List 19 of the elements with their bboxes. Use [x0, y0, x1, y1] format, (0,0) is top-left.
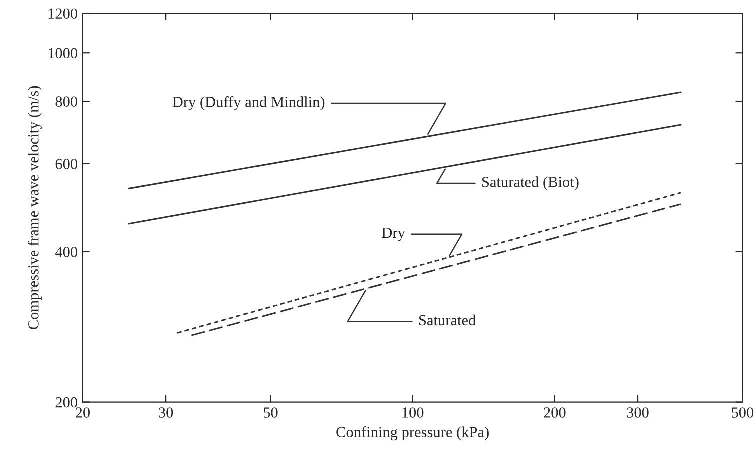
x-tick-label: 300: [627, 408, 649, 418]
x-tick-label: 100: [402, 408, 424, 418]
annotation: Saturated (Biot): [482, 176, 579, 190]
x-tick-label: 500: [732, 408, 754, 418]
y-tick-label: 800: [56, 96, 78, 107]
annotation: Saturated: [419, 314, 476, 326]
y-tick-label: 600: [56, 159, 78, 170]
x-tick-label: 30: [159, 408, 174, 418]
annotation: Dry: [382, 228, 406, 242]
x-tick-label: 200: [544, 408, 566, 418]
x-tick-label: 50: [264, 408, 278, 418]
y-tick-label: 1200: [48, 8, 78, 20]
y-tick-label: 1000: [48, 48, 78, 59]
x-tick-label: 20: [76, 408, 90, 418]
y-tick-label: 400: [55, 247, 78, 258]
x-axis-title: Confining pressure (kPa): [336, 426, 489, 441]
y-tick-label: 200: [56, 397, 78, 408]
annotation: Dry (Duffy and Mindlin): [172, 96, 325, 110]
y-axis-title: Compressive frame wave velocity (m/s): [28, 86, 42, 330]
